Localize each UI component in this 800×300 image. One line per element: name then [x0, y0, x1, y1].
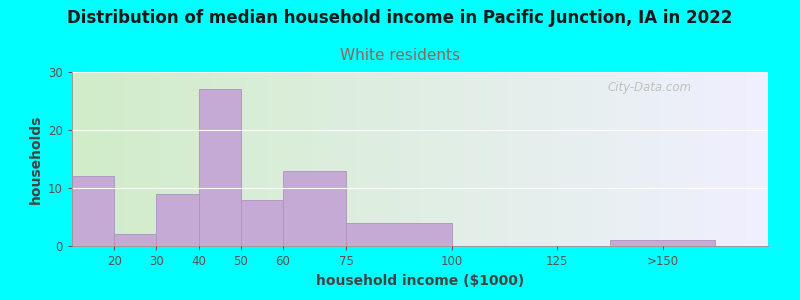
Bar: [72, 176, 114, 246]
Bar: [198, 89, 241, 246]
Text: White residents: White residents: [340, 48, 460, 63]
X-axis label: household income ($1000): household income ($1000): [316, 274, 524, 288]
Bar: [241, 200, 283, 246]
Bar: [610, 240, 715, 246]
Text: Distribution of median household income in Pacific Junction, IA in 2022: Distribution of median household income …: [67, 9, 733, 27]
Bar: [346, 223, 452, 246]
Y-axis label: households: households: [29, 114, 42, 204]
Bar: [156, 194, 198, 246]
Text: City-Data.com: City-Data.com: [608, 81, 692, 94]
Bar: [114, 234, 156, 246]
Bar: [283, 171, 346, 246]
